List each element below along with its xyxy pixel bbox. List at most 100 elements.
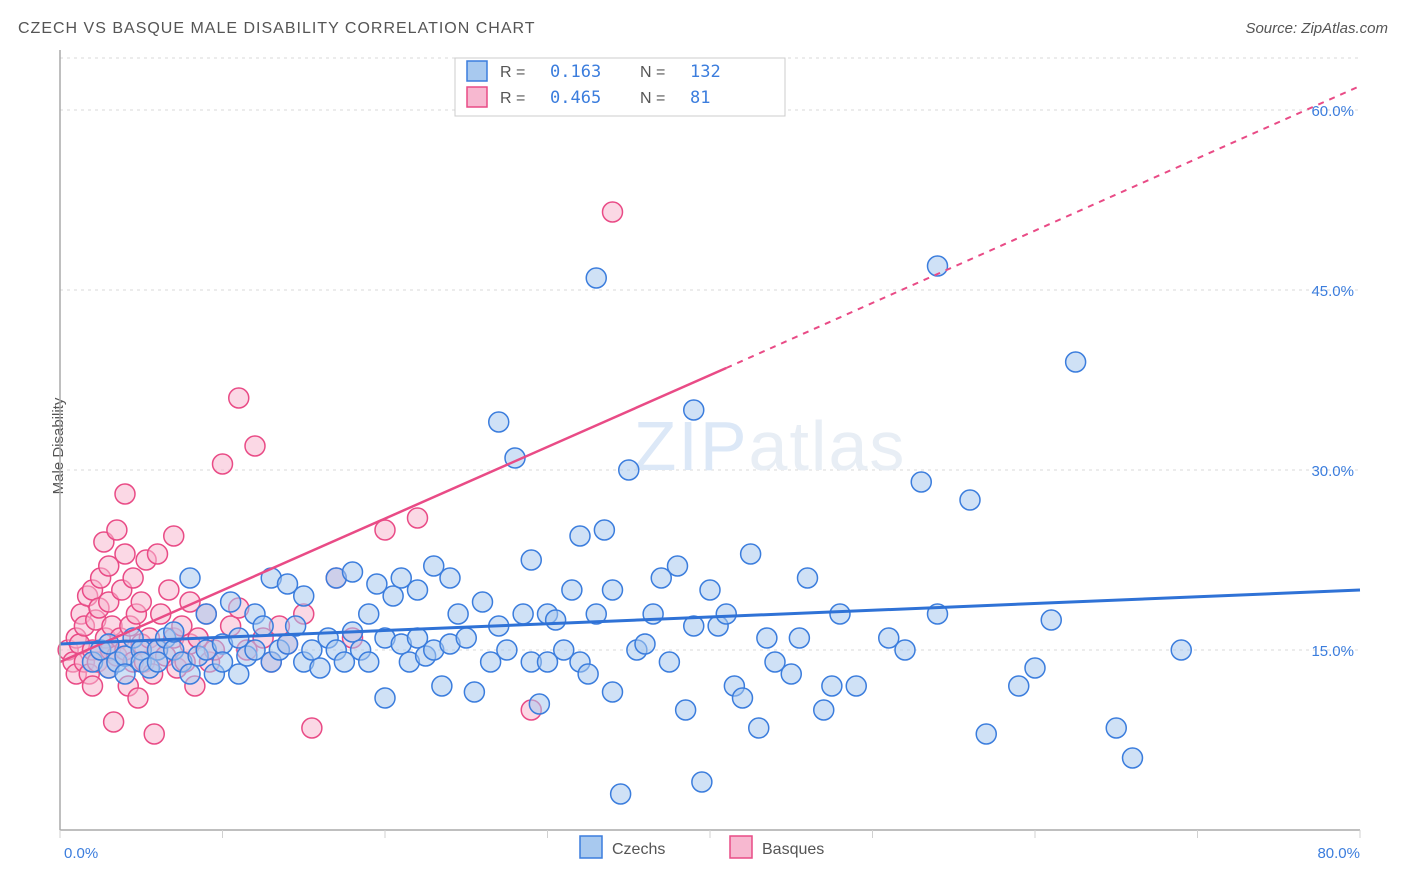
- legend-n-label: N =: [640, 90, 665, 107]
- legend-swatch: [467, 87, 487, 107]
- basques-point: [115, 484, 135, 504]
- czechs-point: [676, 700, 696, 720]
- czechs-point: [294, 586, 314, 606]
- czechs-point: [1041, 610, 1061, 630]
- legend-r-value: 0.465: [550, 88, 601, 108]
- czechs-point: [383, 586, 403, 606]
- czechs-point: [1123, 748, 1143, 768]
- czechs-point: [960, 490, 980, 510]
- legend-series-label: Czechs: [612, 841, 665, 858]
- czechs-point: [448, 604, 468, 624]
- czechs-point: [611, 784, 631, 804]
- czechs-point: [1066, 352, 1086, 372]
- czechs-point: [432, 676, 452, 696]
- czechs-point: [253, 616, 273, 636]
- legend-r-value: 0.163: [550, 62, 601, 82]
- legend-swatch: [580, 836, 602, 858]
- czechs-point: [473, 592, 493, 612]
- basques-point: [229, 388, 249, 408]
- basques-point: [144, 724, 164, 744]
- legend-n-label: N =: [640, 64, 665, 81]
- czechs-point: [180, 568, 200, 588]
- trend-line-basques-ext: [726, 86, 1360, 368]
- czechs-point: [603, 682, 623, 702]
- legend-n-value: 132: [690, 62, 721, 82]
- czechs-point: [570, 526, 590, 546]
- czechs-point: [1106, 718, 1126, 738]
- czechs-point: [375, 688, 395, 708]
- scatter-plot: 15.0%30.0%45.0%60.0%ZIPatlas0.0%80.0%R =…: [0, 0, 1406, 892]
- basques-point: [123, 568, 143, 588]
- czechs-point: [798, 568, 818, 588]
- basques-point: [164, 526, 184, 546]
- basques-point: [159, 580, 179, 600]
- y-tick-label: 30.0%: [1311, 463, 1354, 480]
- czechs-point: [196, 604, 216, 624]
- czechs-point: [359, 604, 379, 624]
- czechs-point: [619, 460, 639, 480]
- czechs-point: [546, 610, 566, 630]
- czechs-point: [700, 580, 720, 600]
- x-tick-label: 80.0%: [1317, 845, 1360, 862]
- basques-point: [603, 202, 623, 222]
- czechs-point: [911, 472, 931, 492]
- czechs-point: [521, 550, 541, 570]
- czechs-point: [221, 592, 241, 612]
- czechs-point: [781, 664, 801, 684]
- czechs-point: [692, 772, 712, 792]
- czechs-point: [343, 562, 363, 582]
- y-tick-label: 15.0%: [1311, 643, 1354, 660]
- czechs-point: [1025, 658, 1045, 678]
- czechs-point: [464, 682, 484, 702]
- basques-point: [245, 436, 265, 456]
- y-tick-label: 60.0%: [1311, 103, 1354, 120]
- czechs-point: [814, 700, 834, 720]
- czechs-point: [976, 724, 996, 744]
- czechs-point: [497, 640, 517, 660]
- czechs-point: [895, 640, 915, 660]
- czechs-point: [529, 694, 549, 714]
- czechs-point: [822, 676, 842, 696]
- basques-point: [128, 688, 148, 708]
- czechs-point: [456, 628, 476, 648]
- czechs-point: [1171, 640, 1191, 660]
- czechs-point: [359, 652, 379, 672]
- basques-point: [302, 718, 322, 738]
- czechs-point: [562, 580, 582, 600]
- basques-point: [104, 712, 124, 732]
- czechs-point: [594, 520, 614, 540]
- czechs-point: [229, 664, 249, 684]
- legend-n-value: 81: [690, 88, 710, 108]
- czechs-point: [513, 604, 533, 624]
- czechs-point: [408, 580, 428, 600]
- y-tick-label: 45.0%: [1311, 283, 1354, 300]
- czechs-point: [578, 664, 598, 684]
- czechs-point: [749, 718, 769, 738]
- x-tick-label: 0.0%: [64, 845, 98, 862]
- legend-swatch: [467, 61, 487, 81]
- czechs-point: [846, 676, 866, 696]
- czechs-point: [830, 604, 850, 624]
- basques-point: [107, 520, 127, 540]
- basques-point: [148, 544, 168, 564]
- czechs-point: [278, 634, 298, 654]
- czechs-point: [733, 688, 753, 708]
- czechs-point: [789, 628, 809, 648]
- czechs-point: [310, 658, 330, 678]
- czechs-point: [668, 556, 688, 576]
- czechs-point: [1009, 676, 1029, 696]
- basques-point: [213, 454, 233, 474]
- czechs-point: [741, 544, 761, 564]
- czechs-point: [716, 604, 736, 624]
- czechs-point: [489, 412, 509, 432]
- legend-series-label: Basques: [762, 841, 824, 858]
- basques-point: [131, 592, 151, 612]
- chart-container: CZECH VS BASQUE MALE DISABILITY CORRELAT…: [0, 0, 1406, 892]
- czechs-point: [684, 400, 704, 420]
- legend-r-label: R =: [500, 64, 525, 81]
- czechs-point: [635, 634, 655, 654]
- czechs-point: [586, 268, 606, 288]
- czechs-point: [180, 664, 200, 684]
- czechs-point: [659, 652, 679, 672]
- basques-point: [115, 544, 135, 564]
